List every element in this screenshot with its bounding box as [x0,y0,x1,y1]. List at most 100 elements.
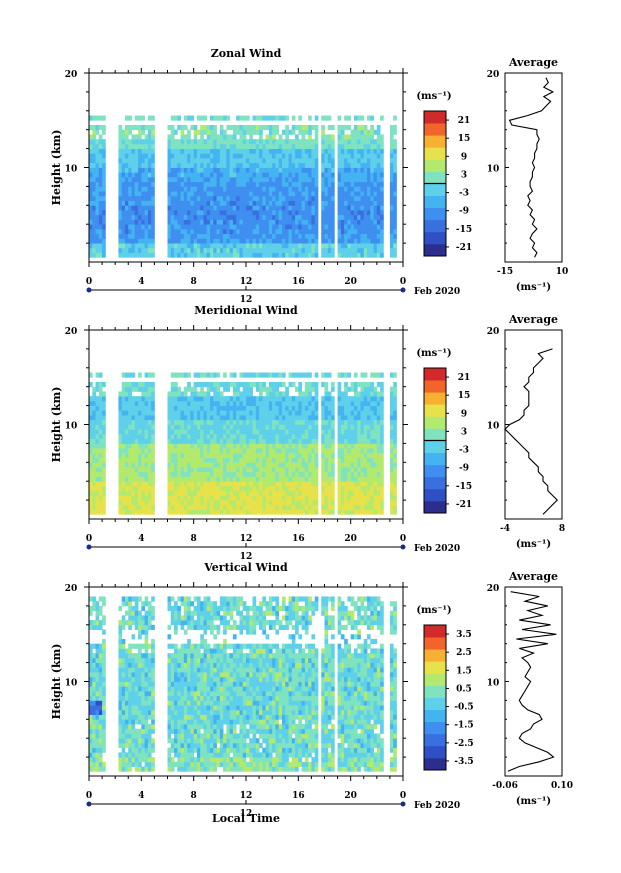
heatmap-cell [210,424,214,430]
heatmap-cell [298,509,302,515]
heatmap-cell [102,500,106,506]
heatmap-cell [92,415,96,421]
heatmap-cell [370,396,374,402]
heatmap-cell [95,495,100,501]
heatmap-cell [219,186,224,192]
heatmap-cell [141,167,145,173]
heatmap-cell [285,219,289,225]
heatmap-cell [249,381,253,388]
heatmap-cell [131,462,136,468]
heatmap-cell [232,433,237,440]
heatmap-cell [206,481,211,487]
heatmap-cell [121,467,126,473]
heatmap-cell [151,457,155,463]
heatmap-cell [350,419,355,425]
heatmap-cell [376,509,381,515]
heatmap-cell [268,195,273,201]
heatmap-cell [321,490,325,496]
heatmap-cell [216,495,221,501]
heatmap-cell [393,153,397,159]
heatmap-cell [353,462,358,468]
heatmap-cell [232,186,237,192]
heatmap-cell [236,162,240,168]
heatmap-cell [95,405,100,411]
heatmap-cell [340,438,345,444]
heatmap-cell [95,690,100,697]
heatmap-cell [321,153,325,159]
heatmap-cell [324,419,329,425]
heatmap-cell [268,485,273,492]
heatmap-cell [344,490,348,496]
heatmap-cell [206,438,211,444]
heatmap-cell [89,596,93,602]
heatmap-cell [262,415,267,421]
heatmap-cell [177,386,181,392]
heatmap-cell [340,490,345,496]
heatmap-cell [190,391,195,397]
heatmap-cell [174,391,178,397]
heatmap-cell [210,396,214,402]
heatmap-cell [278,467,283,473]
heatmap-cell [177,481,181,487]
heatmap-cell [95,605,100,612]
heatmap-cell [350,129,355,135]
heatmap-cell [285,224,289,230]
heatmap-cell [370,115,374,121]
heatmap-cell [344,115,348,121]
heatmap-cell [219,400,224,407]
heatmap-cell [357,158,361,164]
heatmap-cell [92,738,96,744]
heatmap-cell [340,476,345,482]
heatmap-cell [246,186,250,192]
heatmap-cell [262,172,267,178]
heatmap-cell [327,391,332,397]
heatmap-cell [180,172,185,178]
heatmap-cell [210,162,214,168]
heatmap-cell [203,419,208,425]
heatmap-cell [327,134,332,140]
heatmap-cell [321,233,325,239]
heatmap-cell [340,405,345,411]
heatmap-cell [308,162,312,168]
heatmap-cell [134,124,139,131]
heatmap-cell [360,158,365,164]
heatmap-cell [236,419,240,425]
heatmap-cell [337,153,342,159]
heatmap-cell [151,167,155,173]
heatmap-cell [219,504,224,510]
heatmap-cell [239,457,244,463]
heatmap-cell [124,200,129,206]
heatmap-cell [380,115,384,121]
heatmap-cell [246,391,250,397]
heatmap-cell [128,500,132,506]
heatmap-cell [190,481,195,487]
heatmap-cell [389,405,394,411]
heatmap-cell [367,205,371,211]
heatmap-cell [324,481,329,487]
heatmap-cell [206,186,211,192]
colorbar-tick-label: 21 [458,116,471,126]
heatmap-cell [226,195,231,201]
heatmap-cell [380,210,384,216]
heatmap-cell [236,214,240,220]
heatmap-cell [373,481,378,487]
heatmap-cell [272,433,276,440]
heatmap-cell [138,396,142,402]
heatmap-cell [344,509,348,515]
heatmap-cell [98,490,103,496]
heatmap-cell [340,247,345,253]
heatmap-cell [393,381,397,388]
heatmap-cell [321,115,325,121]
heatmap-cell [193,172,198,178]
heatmap-cell [304,462,309,468]
heatmap-cell [321,195,325,201]
heatmap-cell [147,205,152,211]
heatmap-cell [298,139,302,145]
heatmap-cell [203,115,208,121]
heatmap-cell [246,396,250,402]
heatmap-cell [249,191,253,197]
heatmap-cell [98,495,103,501]
heatmap-cell [232,462,237,468]
heatmap-cell [327,172,332,178]
heatmap-cell [340,391,345,397]
